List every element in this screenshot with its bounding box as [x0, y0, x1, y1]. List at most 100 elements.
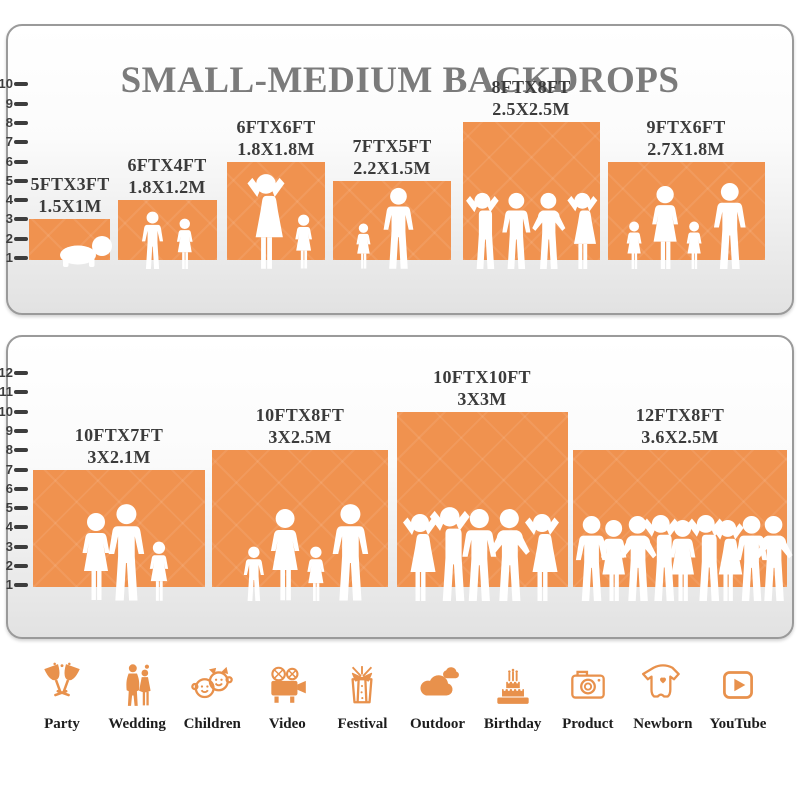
ruler-tick [14, 198, 28, 202]
backdrop-label: 12FTX8FT 3.6X2.5M [595, 404, 765, 448]
size-ft: 10FTX10FT [433, 367, 531, 387]
outdoor-icon [420, 667, 459, 696]
ruler-tick [14, 140, 28, 144]
figures-mother-and-girl [247, 174, 313, 269]
category-newborn: Newborn [627, 662, 699, 733]
product-icon [570, 670, 605, 699]
ruler-number: 2 [5, 558, 13, 573]
ruler-tick [14, 160, 28, 164]
wedding-icon [126, 664, 151, 706]
ruler-number: 8 [5, 115, 13, 130]
ruler-number: 6 [5, 154, 13, 169]
category-label: Children [183, 716, 241, 732]
size-ft: 9FTX6FT [646, 117, 726, 137]
page-title: SMALL-MEDIUM BACKDROPS [120, 59, 680, 101]
category-wedding: Wedding [101, 662, 173, 733]
backdrop-label: 8FTX8FT 2.5X2.5M [446, 76, 616, 120]
backdrop-label: 10FTX8FT 3X2.5M [215, 404, 385, 448]
size-m: 2.7X1.8M [647, 139, 725, 159]
figures-three-family [82, 504, 169, 601]
category-label: Party [44, 716, 80, 732]
backdrop-label: 6FTX6FT 1.8X1.8M [191, 116, 361, 160]
category-label: YouTube [709, 716, 767, 732]
ruler-tick [14, 237, 28, 241]
ruler-number: 4 [5, 192, 13, 207]
ruler-tick [14, 390, 28, 394]
backdrop-label: 10FTX10FT 3X3M [397, 366, 567, 410]
size-m: 1.5X1M [38, 196, 102, 216]
ruler-number: 10 [0, 404, 13, 419]
children-icon [191, 666, 234, 699]
ruler-tick [14, 429, 28, 433]
category-festival: Festival [326, 662, 398, 733]
backdrop-label: 7FTX5FT 2.2X1.5M [307, 135, 477, 179]
ruler-number: 6 [5, 481, 13, 496]
video-icon [271, 666, 307, 703]
category-birthday: Birthday [477, 662, 549, 733]
figures-child-and-adult [356, 187, 414, 269]
ruler-number: 3 [5, 539, 13, 554]
ruler-number: 7 [5, 462, 13, 477]
ruler-tick [14, 583, 28, 587]
category-label: Video [268, 716, 306, 732]
size-ft: 12FTX8FT [635, 405, 725, 425]
festival-icon [351, 666, 373, 704]
category-video: Video [251, 662, 323, 733]
size-ft: 6FTX6FT [236, 117, 316, 137]
figures-large-group [575, 514, 793, 601]
ruler-tick [14, 82, 28, 86]
category-label: Outdoor [410, 716, 466, 732]
ruler-number: 9 [5, 423, 13, 438]
figures-five-adults-posing [403, 507, 559, 601]
ruler-number: 2 [5, 231, 13, 246]
ruler-number: 7 [5, 134, 13, 149]
size-ft: 10FTX7FT [74, 425, 164, 445]
ruler-number: 5 [5, 500, 13, 515]
category-label: Birthday [483, 716, 542, 732]
ruler-number: 4 [5, 519, 13, 534]
party-icon [44, 662, 80, 697]
category-row: Party Wedding [26, 662, 774, 733]
size-m: 3X3M [457, 389, 507, 409]
figures-baby-crawling [60, 236, 112, 267]
ruler-number: 11 [0, 384, 13, 399]
backdrop-6x4ft [118, 200, 217, 260]
ruler-tick [14, 545, 28, 549]
youtube-icon [723, 671, 753, 699]
ruler-tick [14, 468, 28, 472]
size-ft: 6FTX4FT [127, 155, 207, 175]
size-m: 3X2.1M [87, 447, 151, 467]
category-product: Product [552, 662, 624, 733]
size-ft: 10FTX8FT [255, 405, 345, 425]
figures-family-of-four-walking [243, 504, 369, 601]
figures-family-of-four [626, 182, 746, 269]
size-ft: 5FTX3FT [30, 174, 110, 194]
figures-two-children [141, 211, 193, 269]
backdrop-label: 5FTX3FT 1.5X1M [0, 173, 155, 217]
category-party: Party [26, 662, 98, 733]
ruler-tick [14, 371, 28, 375]
ruler-tick [14, 102, 28, 106]
size-m: 2.5X2.5M [492, 99, 570, 119]
figures-four-adults-posing [466, 192, 598, 269]
category-label: Newborn [633, 716, 693, 732]
ruler-tick [14, 256, 28, 260]
category-youtube: YouTube [702, 662, 774, 733]
category-outdoor: Outdoor [402, 662, 474, 733]
ruler-tick [14, 564, 28, 568]
ruler-number: 1 [5, 250, 13, 265]
size-m: 2.2X1.5M [353, 158, 431, 178]
birthday-icon [496, 668, 529, 704]
ruler-number: 5 [5, 173, 13, 188]
ruler-number: 3 [5, 211, 13, 226]
newborn-icon [641, 664, 680, 698]
ruler-tick [14, 410, 28, 414]
ruler-tick [14, 506, 28, 510]
size-ft: 7FTX5FT [352, 136, 432, 156]
ruler-tick [14, 121, 28, 125]
ruler-tick [14, 448, 28, 452]
size-m: 1.8X1.8M [237, 139, 315, 159]
category-label: Product [562, 716, 614, 732]
backdrop-label: 10FTX7FT 3X2.1M [34, 424, 204, 468]
